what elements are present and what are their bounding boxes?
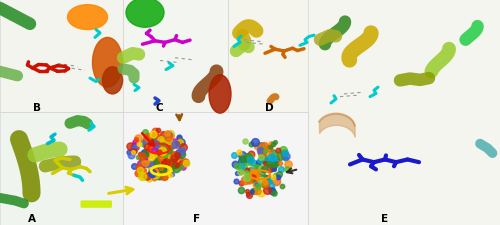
Bar	[228, 0, 338, 112]
Ellipse shape	[68, 6, 108, 30]
Bar	[123, 112, 308, 225]
FancyBboxPatch shape	[80, 200, 112, 208]
Text: C: C	[155, 102, 162, 112]
Bar	[123, 0, 228, 112]
Text: F: F	[192, 213, 200, 223]
Text: D: D	[265, 102, 274, 112]
Bar	[308, 0, 500, 225]
Ellipse shape	[126, 0, 164, 28]
Bar	[0, 112, 123, 225]
Ellipse shape	[92, 38, 122, 88]
Text: B: B	[32, 102, 40, 112]
Text: E: E	[381, 213, 388, 223]
Bar	[0, 0, 123, 112]
Text: A: A	[28, 213, 36, 223]
Ellipse shape	[102, 68, 122, 94]
Ellipse shape	[209, 75, 231, 114]
